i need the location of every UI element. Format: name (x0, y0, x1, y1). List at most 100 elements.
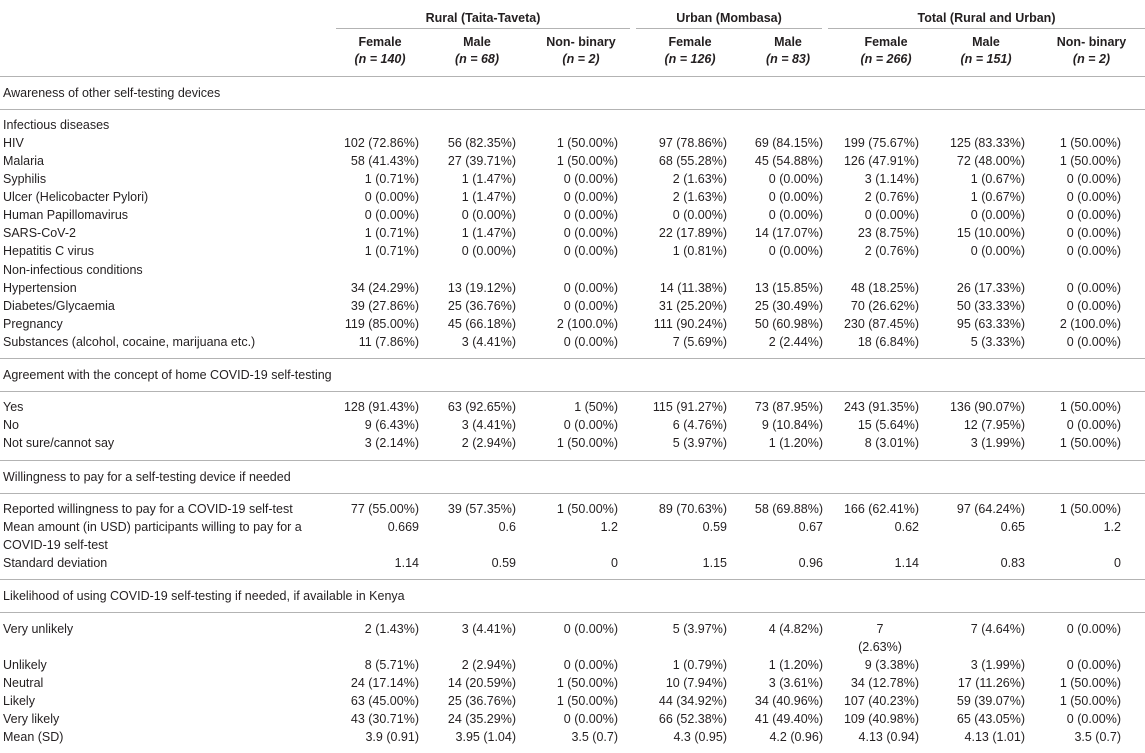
table-cell: 34 (12.78%) (850, 676, 919, 690)
section-title-agreement: Agreement with the concept of home COVID… (3, 368, 332, 382)
row-label: Syphilis (3, 172, 47, 186)
table-cell: 1 (1.47%) (461, 190, 516, 204)
table-cell: 1.14 (394, 556, 419, 570)
row-label: Reported willingness to pay for a COVID-… (3, 502, 293, 516)
table-cell: 107 (40.23%) (843, 694, 919, 708)
table-cell: 1 (0.67%) (970, 172, 1025, 186)
table-cell: 1 (50%) (574, 400, 618, 414)
group-rule-total (828, 28, 1145, 29)
table-cell: 2 (1.43%) (364, 622, 419, 636)
table-cell: 111 (90.24%) (653, 317, 727, 331)
subheader-urban-female: Female (n = 126) (664, 35, 716, 66)
table-cell: 25 (36.76%) (447, 694, 516, 708)
table-cell: 0.6 (498, 520, 516, 534)
table-cell: 2 (0.76%) (864, 244, 919, 258)
table-cell: 1.15 (702, 556, 727, 570)
table-cell: 0 (0.00%) (563, 418, 618, 432)
table-cell: 4.13 (0.94) (858, 730, 919, 744)
row-label: Diabetes/Glycaemia (3, 299, 115, 313)
table-cell: 9 (6.43%) (364, 418, 419, 432)
table-cell: 0 (0.00%) (1066, 712, 1121, 726)
table-cell: 1 (0.71%) (364, 172, 419, 186)
row-label: Mean (SD) (3, 730, 64, 744)
table-cell: 0 (0.00%) (563, 712, 618, 726)
row-label: Malaria (3, 154, 44, 168)
row-label: Standard deviation (3, 556, 108, 570)
row-label: HIV (3, 136, 24, 150)
table-cell: 2 (100.0%) (556, 317, 618, 331)
table-cell: 59 (39.07%) (956, 694, 1025, 708)
table-cell: 0 (0.00%) (1066, 172, 1121, 186)
table-cell: 23 (8.75%) (857, 226, 919, 240)
row-label: Non-infectious conditions (3, 263, 143, 277)
table-cell: 136 (90.07%) (949, 400, 1025, 414)
table-cell: 3 (2.14%) (364, 436, 419, 450)
table-cell: 0 (1114, 556, 1121, 570)
table-cell: 39 (57.35%) (447, 502, 516, 516)
table-cell: 0.59 (702, 520, 727, 534)
table-cell: 58 (41.43%) (350, 154, 419, 168)
table-cell: (2.63%) (858, 640, 902, 654)
table-cell: 0 (0.00%) (768, 172, 823, 186)
table-cell: 50 (60.98%) (754, 317, 823, 331)
table-cell: 0.67 (798, 520, 823, 534)
row-label: Substances (alcohol, cocaine, marijuana … (3, 335, 256, 349)
table-cell: 13 (19.12%) (447, 281, 516, 295)
table-cell: 1 (0.71%) (364, 244, 419, 258)
table-cell: 50 (33.33%) (956, 299, 1025, 313)
table-cell: 0 (611, 556, 618, 570)
table-cell: 45 (54.88%) (754, 154, 823, 168)
table-cell: 3 (1.99%) (970, 436, 1025, 450)
table-cell: 0 (0.00%) (461, 208, 516, 222)
table-cell: 69 (84.15%) (754, 136, 823, 150)
row-label: Human Papillomavirus (3, 208, 129, 222)
table-cell: 44 (34.92%) (658, 694, 727, 708)
table-cell: 1 (0.71%) (364, 226, 419, 240)
group-rule-rural (336, 28, 630, 29)
row-label: Very unlikely (3, 622, 74, 636)
section-title-willingness: Willingness to pay for a self-testing de… (3, 470, 291, 484)
table-cell: 27 (39.71%) (447, 154, 516, 168)
table-cell: 14 (11.38%) (659, 281, 727, 295)
table-cell: 0 (0.00%) (1066, 622, 1121, 636)
table-cell: 4.3 (0.95) (673, 730, 727, 744)
row-label: Pregnancy (3, 317, 63, 331)
table-cell: 0.96 (798, 556, 823, 570)
table-cell: 1 (50.00%) (556, 676, 618, 690)
table-cell: 3 (1.14%) (864, 172, 919, 186)
row-label: SARS-CoV-2 (3, 226, 76, 240)
table-cell: 14 (17.07%) (754, 226, 823, 240)
table-cell: 102 (72.86%) (343, 136, 419, 150)
table-cell: 0 (0.00%) (1066, 226, 1121, 240)
section-divider-agreement (0, 358, 1145, 359)
table-cell: 34 (24.29%) (350, 281, 419, 295)
table-cell: 3 (3.61%) (768, 676, 823, 690)
table-cell: 1 (50.00%) (556, 136, 618, 150)
row-label: COVID-19 self-test (3, 538, 108, 552)
table-cell: 1 (50.00%) (556, 154, 618, 168)
section-title-likelihood: Likelihood of using COVID-19 self-testin… (3, 589, 405, 603)
row-label: Mean amount (in USD) participants willin… (3, 520, 302, 534)
table-cell: 1 (1.20%) (768, 436, 823, 450)
table-cell: 3 (4.41%) (461, 418, 516, 432)
table-cell: 0 (0.00%) (364, 208, 419, 222)
table-cell: 9 (3.38%) (864, 658, 919, 672)
table-cell: 0 (0.00%) (768, 208, 823, 222)
table-cell: 1 (50.00%) (556, 436, 618, 450)
row-label: Neutral (3, 676, 44, 690)
table-cell: 3.5 (0.7) (1074, 730, 1121, 744)
table-cell: 0 (0.00%) (1066, 658, 1121, 672)
table-cell: 1 (50.00%) (556, 502, 618, 516)
table-cell: 0 (0.00%) (864, 208, 919, 222)
table-cell: 8 (3.01%) (864, 436, 919, 450)
table-cell: 97 (64.24%) (956, 502, 1025, 516)
table-cell: 65 (43.05%) (956, 712, 1025, 726)
table-cell: 72 (48.00%) (956, 154, 1025, 168)
table-cell: 3.5 (0.7) (571, 730, 618, 744)
table-cell: 43 (30.71%) (350, 712, 419, 726)
table-cell: 0.83 (1000, 556, 1025, 570)
table-cell: 89 (70.63%) (658, 502, 727, 516)
table-cell: 6 (4.76%) (672, 418, 727, 432)
table-cell: 1 (50.00%) (1059, 502, 1121, 516)
